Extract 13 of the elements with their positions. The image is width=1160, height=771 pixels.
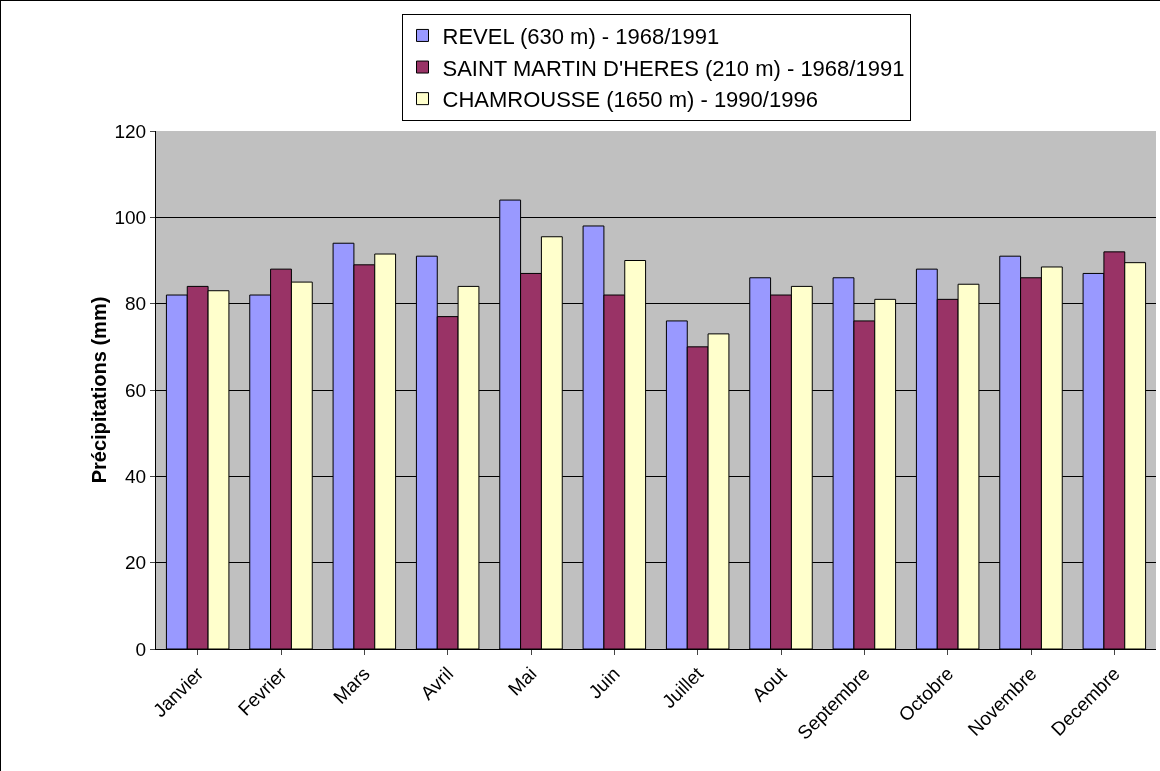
y-axis-title: Précipitations (mm) xyxy=(88,296,110,484)
y-tick-label: 120 xyxy=(114,120,147,142)
legend-label: REVEL (630 m) - 1968/1991 xyxy=(442,24,720,50)
y-tick-label: 0 xyxy=(135,638,147,660)
x-tick-label: Mai xyxy=(504,663,541,700)
y-tick-label: 80 xyxy=(125,293,147,315)
y-tick-label: 60 xyxy=(125,379,147,401)
y-tick-label: 100 xyxy=(114,206,147,228)
y-tick-label: 20 xyxy=(125,552,147,574)
legend-label: SAINT MARTIN D'HERES (210 m) - 1968/1991 xyxy=(442,55,905,81)
x-tick-label: Juin xyxy=(584,663,624,703)
y-tick-label: 40 xyxy=(125,465,147,487)
legend-label: CHAMROUSSE (1650 m) - 1990/1996 xyxy=(442,87,818,113)
